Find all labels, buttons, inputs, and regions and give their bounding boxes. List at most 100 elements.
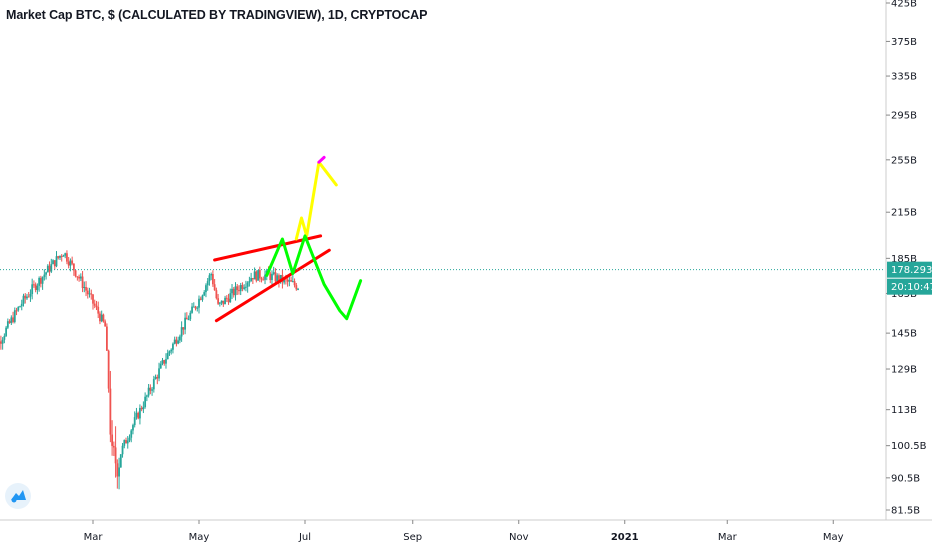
candle-body <box>15 310 18 312</box>
candle-body <box>201 295 204 300</box>
candle-body <box>291 281 294 283</box>
candle-body <box>79 276 82 279</box>
candle-body <box>206 281 209 286</box>
candle-body <box>154 376 157 380</box>
candle-body <box>208 275 211 282</box>
candle-body <box>114 447 117 464</box>
candle-body <box>238 290 240 292</box>
candle-body <box>279 274 282 282</box>
candle-body <box>133 417 136 426</box>
candle-body <box>262 279 265 281</box>
time-tick-label: Sep <box>403 532 422 543</box>
candle-body <box>67 261 70 266</box>
candle-body <box>163 360 166 364</box>
candle-body <box>86 290 89 295</box>
candle-body <box>112 445 115 448</box>
candle-body <box>241 285 244 289</box>
candle-body <box>88 293 91 295</box>
candle-body <box>272 272 275 274</box>
candle-body <box>123 440 126 446</box>
candle-body <box>52 260 54 265</box>
candle-body <box>106 326 108 351</box>
candle-body <box>246 282 249 287</box>
candle-body <box>255 271 258 281</box>
candle-body <box>161 360 164 364</box>
candle-body <box>130 430 133 438</box>
candle-body <box>227 298 230 303</box>
candle-body <box>93 303 96 306</box>
candle-body <box>59 255 61 258</box>
chart-title: Market Cap BTC, $ (CALCULATED BY TRADING… <box>6 8 428 22</box>
candle-body <box>119 454 122 468</box>
candle-body <box>24 295 27 299</box>
candle-body <box>64 253 67 256</box>
candle-body <box>220 300 223 303</box>
candle-body <box>72 263 75 271</box>
candle-body <box>83 287 86 289</box>
candle-body <box>225 297 228 299</box>
candle-body <box>173 339 176 344</box>
drawing-path <box>317 155 326 164</box>
candle-body <box>192 306 195 308</box>
drawing-path <box>294 160 338 241</box>
time-tick-label: May <box>189 532 210 543</box>
price-tick-label: 100.5B <box>891 441 927 452</box>
candle-body <box>295 285 298 290</box>
candle-body <box>144 396 147 407</box>
candle-body <box>0 341 2 344</box>
candle-body <box>135 412 138 418</box>
candle-body <box>41 276 44 284</box>
candle-body <box>95 305 98 307</box>
candle-body <box>149 387 152 391</box>
price-tick-label: 185B <box>891 254 917 265</box>
candle-body <box>109 388 112 435</box>
candle-body <box>27 296 30 298</box>
candle-body <box>215 290 218 299</box>
candle-body <box>45 272 47 275</box>
candle-body <box>46 265 49 273</box>
candle-body <box>97 306 100 314</box>
candle-body <box>283 278 286 283</box>
price-tick-label: 255B <box>891 155 917 166</box>
candle-body <box>210 274 213 276</box>
candle-body <box>182 327 185 330</box>
time-tick-label: Mar <box>718 532 738 543</box>
candle-body <box>85 287 87 291</box>
candle-body <box>81 276 84 289</box>
price-tick-label: 215B <box>891 208 917 219</box>
price-tick-label: 81.5B <box>891 506 920 517</box>
candle-body <box>168 351 171 353</box>
candle-body <box>213 284 216 291</box>
countdown-label: 20:10:47 <box>891 282 932 293</box>
candle-body <box>250 278 253 282</box>
candle-body <box>53 260 56 267</box>
candle-body <box>205 285 207 293</box>
candle-body <box>239 285 242 292</box>
candle-body <box>137 412 140 419</box>
candle-body <box>92 294 94 304</box>
candle-body <box>165 359 167 364</box>
price-tick-label: 295B <box>891 111 917 122</box>
price-tick-label: 375B <box>891 37 917 48</box>
candle-body <box>178 336 181 341</box>
tradingview-logo[interactable] <box>5 483 31 509</box>
candle-body <box>50 264 53 272</box>
candle-body <box>187 319 190 321</box>
candle-body <box>278 275 280 282</box>
tradingview-logo-icon <box>11 490 26 503</box>
candle-body <box>159 363 162 369</box>
candle-body <box>20 303 23 307</box>
candle-body <box>22 295 25 304</box>
candle-body <box>152 379 155 390</box>
candle-body <box>156 376 159 379</box>
candle-body <box>6 321 9 328</box>
time-tick-label: 2021 <box>611 532 639 543</box>
candle-body <box>236 286 239 291</box>
price-tick-label: 425B <box>891 0 917 10</box>
price-tick-label: 90.5B <box>891 473 920 484</box>
candle-body <box>290 280 292 282</box>
candle-body <box>231 288 233 294</box>
candle-body <box>13 310 16 322</box>
candle-body <box>260 278 263 280</box>
